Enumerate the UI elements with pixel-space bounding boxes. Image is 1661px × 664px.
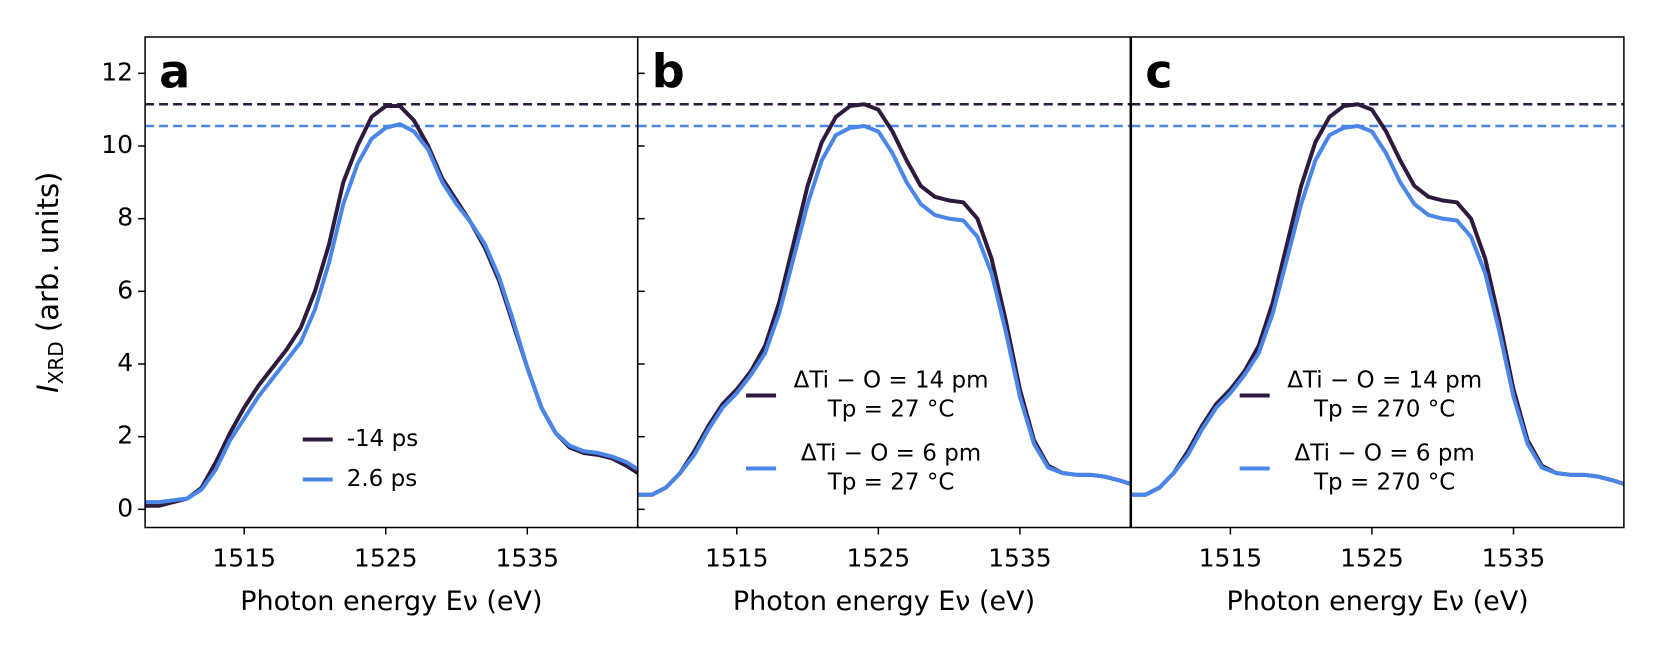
data-line (637, 102, 1131, 497)
x-tick-label: 1515 (705, 544, 769, 573)
y-axis-label: IXRD (arb. units) (31, 172, 68, 393)
x-tick-label: 1535 (988, 544, 1052, 573)
x-tick-label: 1525 (354, 544, 418, 573)
y-tick-label: 12 (101, 57, 133, 86)
x-tick-label: 1535 (495, 544, 559, 573)
y-label-sub: XRD (44, 341, 68, 384)
legend-label: Tp = 270 °C (1313, 397, 1455, 423)
legend-label: ΔTi − O = 6 pm (801, 441, 981, 467)
x-axis-label: Photon energy Eν (eV) (240, 586, 542, 617)
y-label-main: I (31, 384, 65, 393)
panel-letter: c (1145, 45, 1172, 99)
legend-label: 2.6 ps (347, 466, 417, 492)
data-line (1131, 102, 1625, 497)
x-tick-label: 1525 (847, 544, 911, 573)
x-tick-label: 1525 (1340, 544, 1404, 573)
legend-label: Tp = 27 °C (827, 397, 955, 423)
legend-label: -14 ps (347, 426, 418, 452)
legend-label: Tp = 27 °C (827, 470, 955, 496)
legend-label: Tp = 270 °C (1313, 470, 1455, 496)
data-line (1131, 124, 1625, 497)
y-tick-label: 4 (117, 348, 133, 377)
y-tick-label: 6 (117, 275, 133, 304)
panel-letter: b (652, 45, 685, 99)
x-axis-label: Photon energy Eν (eV) (733, 586, 1035, 617)
y-tick-label: 8 (117, 203, 133, 232)
data-line (637, 124, 1131, 497)
legend-label: ΔTi − O = 14 pm (794, 368, 989, 394)
plot-frame (1130, 36, 1625, 529)
x-tick-label: 1515 (212, 544, 276, 573)
y-tick-label: 0 (117, 493, 133, 522)
plot-frame (636, 36, 1132, 529)
legend-label: ΔTi − O = 6 pm (1295, 441, 1475, 467)
y-label-rest: (arb. units) (31, 172, 65, 342)
panel-letter: a (159, 45, 190, 99)
legend-label: ΔTi − O = 14 pm (1287, 368, 1482, 394)
x-tick-label: 1515 (1199, 544, 1263, 573)
x-tick-label: 1535 (1482, 544, 1546, 573)
data-line (145, 122, 639, 505)
y-tick-label: 2 (117, 421, 133, 450)
x-axis-label: Photon energy Eν (eV) (1226, 586, 1528, 617)
y-tick-label: 10 (101, 130, 133, 159)
